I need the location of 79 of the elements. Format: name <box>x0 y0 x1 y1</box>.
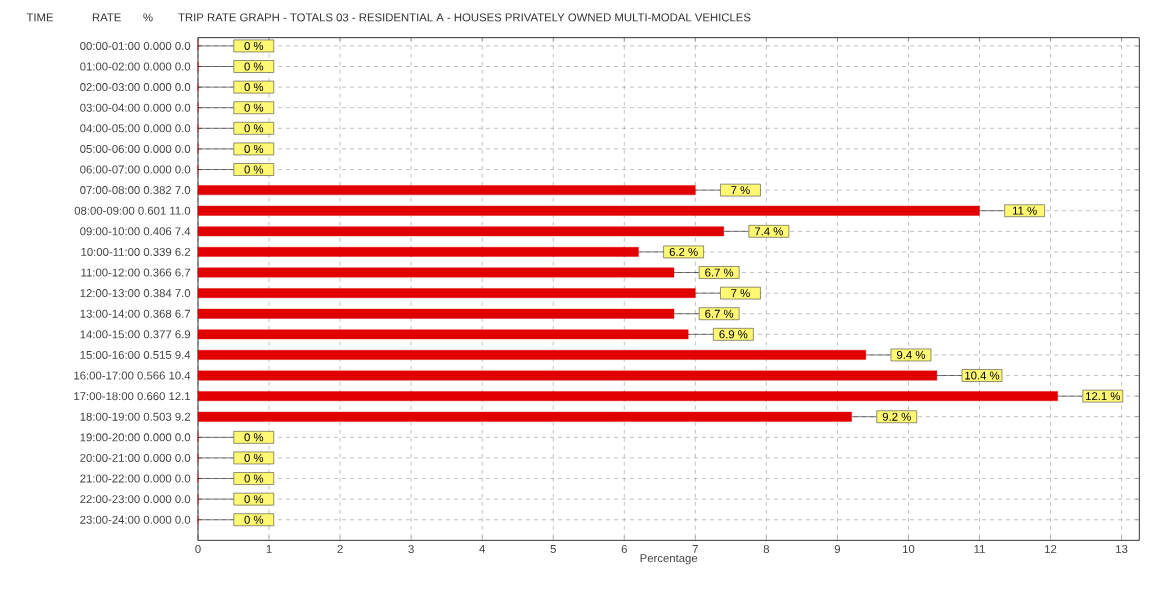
data-label: 0 % <box>244 165 264 174</box>
data-label: 6.9 % <box>719 330 748 339</box>
y-tick-label: 08:00-09:00 0.601 11.0 <box>74 206 191 215</box>
data-label: 0 % <box>244 83 264 92</box>
data-label: 6.7 % <box>705 268 734 277</box>
y-tick-label: 10:00-11:00 0.339 6.2 <box>81 247 191 256</box>
data-label: 10.4 % <box>965 371 1000 380</box>
data-label: 0 % <box>244 124 264 133</box>
y-tick-label: 02:00-03:00 0.000 0.0 <box>80 83 191 92</box>
data-label: 12.1 % <box>1085 392 1121 401</box>
bar <box>197 247 639 257</box>
y-tick-label: 12:00-13:00 0.384 7.0 <box>80 289 191 298</box>
data-label: 0 % <box>244 474 264 483</box>
x-tick-label: 12 <box>1045 545 1057 553</box>
y-tick-label: 03:00-04:00 0.000 0.0 <box>80 103 191 112</box>
y-tick-label: 13:00-14:00 0.368 6.7 <box>80 309 191 318</box>
y-tick-label: 09:00-10:00 0.406 7.4 <box>80 227 191 236</box>
bar <box>197 205 980 216</box>
y-tick-label: 00:00-01:00 0.000 0.0 <box>80 41 191 50</box>
bar <box>197 288 696 298</box>
x-tick-label: 8 <box>763 545 770 554</box>
data-label: 9.2 % <box>882 412 911 421</box>
x-tick-label: 5 <box>550 545 556 553</box>
y-tick-label: 11:00-12:00 0.366 6.7 <box>81 268 191 277</box>
bar <box>197 391 1058 401</box>
data-label: 7.4 % <box>754 227 783 236</box>
x-tick-label: 11 <box>974 545 985 553</box>
bar <box>197 185 696 195</box>
y-tick-label: 14:00-15:00 0.377 6.9 <box>80 330 191 339</box>
data-label: 0 % <box>244 433 264 442</box>
y-tick-label: 04:00-05:00 0.000 0.0 <box>80 124 191 133</box>
bar <box>197 308 675 319</box>
data-label: 7 % <box>731 289 750 298</box>
data-label: 0 % <box>244 495 264 504</box>
text: % <box>143 13 153 22</box>
y-tick-label: 23:00-24:00 0.000 0.0 <box>80 515 191 524</box>
x-tick-label: 13 <box>1116 545 1128 554</box>
x-axis-title: Percentage <box>640 554 698 565</box>
y-tick-label: 19:00-20:00 0.000 0.0 <box>80 433 191 442</box>
x-tick-label: 10 <box>903 545 915 554</box>
x-tick-label: 7 <box>692 545 698 553</box>
y-tick-label: 22:00-23:00 0.000 0.0 <box>80 495 191 504</box>
data-label: 0 % <box>244 515 264 524</box>
bar <box>197 370 938 381</box>
x-tick-label: 2 <box>337 545 343 553</box>
data-label: 0 % <box>244 103 264 112</box>
y-tick-label: 05:00-06:00 0.000 0.0 <box>80 144 191 153</box>
text: TIME <box>26 13 54 22</box>
data-label: 11 % <box>1012 206 1037 215</box>
x-tick-label: 3 <box>408 545 414 554</box>
y-tick-label: 17:00-18:00 0.660 12.1 <box>74 392 191 401</box>
data-label: 0 % <box>244 62 264 71</box>
bar <box>197 350 867 360</box>
bar <box>197 329 689 340</box>
data-label: 0 % <box>244 144 264 153</box>
y-tick-label: 01:00-02:00 0.000 0.0 <box>80 62 191 71</box>
x-tick-label: 1 <box>266 545 272 553</box>
y-tick-label: 06:00-07:00 0.000 0.0 <box>80 165 191 174</box>
y-tick-label: 07:00-08:00 0.382 7.0 <box>80 186 191 195</box>
bar <box>197 267 675 278</box>
y-tick-label: 20:00-21:00 0.000 0.0 <box>80 453 191 462</box>
x-tick-label: 6 <box>621 545 627 554</box>
data-label: 0 % <box>244 41 264 50</box>
y-tick-label: 15:00-16:00 0.515 9.4 <box>80 350 191 359</box>
y-tick-label: 21:00-22:00 0.000 0.0 <box>80 474 191 483</box>
data-label: 0 % <box>244 453 264 462</box>
bar <box>197 411 852 422</box>
y-tick-label: 16:00-17:00 0.566 10.4 <box>74 371 191 380</box>
y-tick-label: 18:00-19:00 0.503 9.2 <box>80 412 191 421</box>
x-tick-label: 0 <box>195 545 201 554</box>
data-label: 9.4 % <box>896 350 926 359</box>
data-label: 7 % <box>731 186 750 195</box>
bar <box>197 226 724 237</box>
x-tick-label: 4 <box>479 545 486 553</box>
data-label: 6.7 % <box>705 309 734 318</box>
x-tick-label: 9 <box>834 545 841 554</box>
chart-title: TRIP RATE GRAPH - TOTALS 03 - RESIDENTIAL A - HOUSES PRIVATELY OWNED MULTI-MODAL VEHICLES <box>178 13 751 22</box>
data-label: 6.2 % <box>669 247 698 256</box>
text: RATE <box>92 13 121 22</box>
